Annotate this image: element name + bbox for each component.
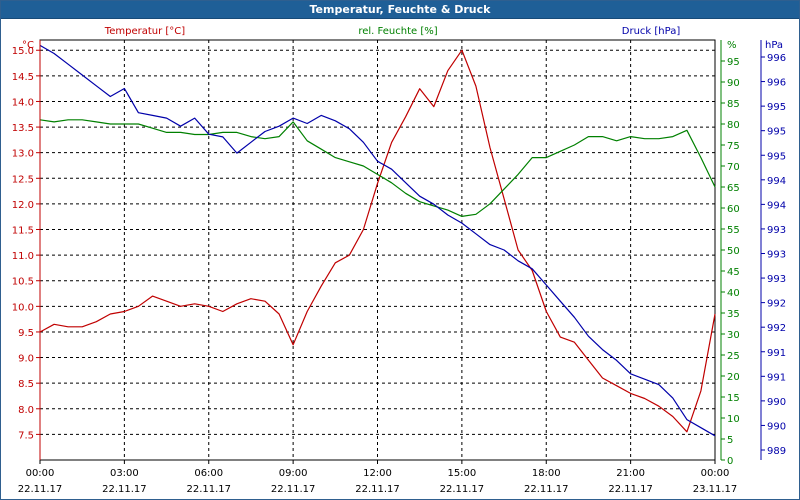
hum-tick-label: 60 xyxy=(727,204,740,215)
series-line-press xyxy=(39,44,716,437)
press-axis-title: Druck [hPa] xyxy=(622,26,681,37)
temp-tick-label: 13.5 xyxy=(12,123,34,134)
hum-tick-label: 70 xyxy=(727,162,740,173)
hum-tick-label: 20 xyxy=(727,372,740,383)
x-tick-label-time: 00:00 xyxy=(701,468,730,479)
temp-unit: °C xyxy=(22,40,34,51)
x-tick-label-date: 22.11.17 xyxy=(440,484,485,495)
temp-tick-label: 12.5 xyxy=(12,174,34,185)
x-tick-label-time: 21:00 xyxy=(616,468,645,479)
temp-tick-label: 8.5 xyxy=(18,379,34,390)
press-tick-label: 991 xyxy=(767,372,786,383)
press-tick-label: 994 xyxy=(767,200,786,211)
press-tick-label: 995 xyxy=(767,127,786,138)
hum-tick-label: 35 xyxy=(727,309,740,320)
press-tick-label: 991 xyxy=(767,348,786,359)
temp-tick-label: 12.0 xyxy=(12,200,34,211)
hum-tick-label: 40 xyxy=(727,288,740,299)
hum-tick-label: 75 xyxy=(727,141,740,152)
x-tick-label-time: 09:00 xyxy=(279,468,308,479)
x-tick-label-time: 03:00 xyxy=(110,468,139,479)
x-tick-label-time: 12:00 xyxy=(363,468,392,479)
hum-tick-label: 50 xyxy=(727,246,740,257)
press-unit: hPa xyxy=(765,40,783,51)
press-tick-label: 995 xyxy=(767,102,786,113)
x-tick-label-date: 23.11.17 xyxy=(693,484,738,495)
x-tick-label-date: 22.11.17 xyxy=(608,484,653,495)
hum-tick-label: 10 xyxy=(727,414,740,425)
x-tick-label-time: 06:00 xyxy=(194,468,223,479)
hum-tick-label: 55 xyxy=(727,225,740,236)
hum-tick-label: 25 xyxy=(727,351,740,362)
hum-tick-label: 30 xyxy=(727,330,740,341)
temp-tick-label: 9.5 xyxy=(18,328,34,339)
temp-tick-label: 14.5 xyxy=(12,72,34,83)
hum-tick-label: 0 xyxy=(727,456,733,467)
temp-tick-label: 9.0 xyxy=(18,354,34,365)
x-tick-label-date: 22.11.17 xyxy=(271,484,316,495)
axes-layer: 00:00 22.11.17 03:00 22.11.17 06:00 22.11.17 0… xyxy=(12,26,786,495)
press-tick-label: 996 xyxy=(767,78,786,89)
press-tick-label: 996 xyxy=(767,53,786,64)
window-title: Temperatur, Feuchte & Druck xyxy=(1,1,799,19)
press-tick-label: 994 xyxy=(767,176,786,187)
hum-tick-label: 85 xyxy=(727,99,740,110)
temp-tick-label: 11.0 xyxy=(12,251,34,262)
press-tick-label: 989 xyxy=(767,446,786,457)
temp-tick-label: 10.0 xyxy=(12,302,34,313)
hum-tick-label: 15 xyxy=(727,393,740,404)
press-tick-label: 993 xyxy=(767,250,786,261)
x-tick-label-date: 22.11.17 xyxy=(355,484,400,495)
press-tick-label: 992 xyxy=(767,323,786,334)
hum-tick-label: 65 xyxy=(727,183,740,194)
x-tick-label-time: 00:00 xyxy=(26,468,55,479)
temp-tick-label: 7.5 xyxy=(18,430,34,441)
hum-tick-label: 80 xyxy=(727,120,740,131)
press-tick-label: 995 xyxy=(767,151,786,162)
press-tick-label: 992 xyxy=(767,299,786,310)
x-tick-label-date: 22.11.17 xyxy=(186,484,231,495)
temp-tick-label: 14.0 xyxy=(12,97,34,108)
series-layer xyxy=(39,44,716,437)
hum-tick-label: 90 xyxy=(727,78,740,89)
series-line-hum xyxy=(39,119,716,217)
temp-tick-label: 13.0 xyxy=(12,149,34,160)
x-tick-label-time: 15:00 xyxy=(447,468,476,479)
temp-tick-label: 10.5 xyxy=(12,277,34,288)
hum-unit: % xyxy=(727,40,737,51)
press-tick-label: 990 xyxy=(767,397,786,408)
x-tick-label-date: 22.11.17 xyxy=(102,484,147,495)
hum-tick-label: 95 xyxy=(727,57,740,68)
hum-axis-title: rel. Feuchte [%] xyxy=(358,26,437,37)
x-tick-label-date: 22.11.17 xyxy=(524,484,569,495)
press-tick-label: 993 xyxy=(767,274,786,285)
temp-axis-title: Temperatur [°C] xyxy=(104,26,185,37)
x-tick-label-time: 18:00 xyxy=(532,468,561,479)
series-line-temp xyxy=(39,49,716,433)
hum-tick-label: 45 xyxy=(727,267,740,278)
press-tick-label: 990 xyxy=(767,421,786,432)
hum-tick-label: 5 xyxy=(727,435,733,446)
press-tick-label: 993 xyxy=(767,225,786,236)
grid xyxy=(39,39,716,461)
temp-tick-label: 8.0 xyxy=(18,405,34,416)
x-tick-label-date: 22.11.17 xyxy=(18,484,63,495)
temp-tick-label: 15.0 xyxy=(12,46,34,57)
temp-tick-label: 11.5 xyxy=(12,226,34,237)
